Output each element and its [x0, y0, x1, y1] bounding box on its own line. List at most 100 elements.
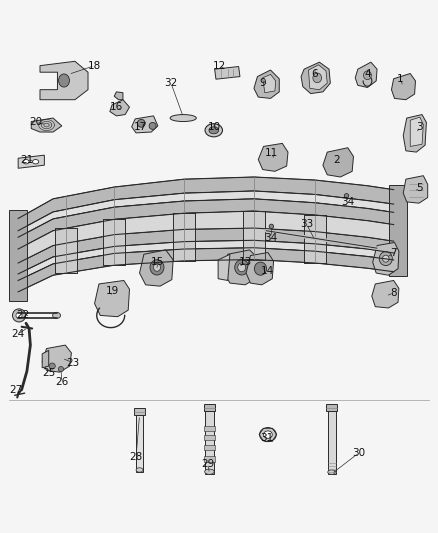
Polygon shape — [355, 62, 377, 87]
Text: 20: 20 — [29, 117, 42, 127]
Polygon shape — [204, 426, 215, 431]
Ellipse shape — [344, 193, 349, 198]
Ellipse shape — [269, 224, 274, 229]
Polygon shape — [136, 415, 143, 472]
Polygon shape — [323, 148, 353, 177]
Polygon shape — [18, 191, 394, 237]
Ellipse shape — [235, 260, 249, 275]
Text: 23: 23 — [66, 358, 79, 368]
Text: 34: 34 — [264, 233, 277, 243]
Ellipse shape — [138, 119, 145, 127]
Polygon shape — [18, 240, 394, 280]
Polygon shape — [95, 280, 130, 317]
Polygon shape — [31, 118, 62, 132]
Text: 8: 8 — [390, 288, 397, 298]
Text: 16: 16 — [110, 102, 123, 112]
Text: 13: 13 — [239, 257, 252, 267]
Text: 22: 22 — [16, 310, 29, 319]
Text: 10: 10 — [208, 122, 221, 132]
Ellipse shape — [170, 115, 196, 122]
Polygon shape — [204, 456, 215, 462]
Polygon shape — [40, 61, 88, 100]
Polygon shape — [134, 408, 145, 415]
Polygon shape — [204, 434, 215, 440]
Ellipse shape — [205, 124, 223, 137]
Polygon shape — [328, 411, 336, 474]
Polygon shape — [114, 92, 123, 100]
Text: 1: 1 — [397, 74, 403, 84]
Ellipse shape — [136, 468, 143, 472]
Ellipse shape — [153, 263, 160, 271]
Polygon shape — [42, 350, 49, 368]
Polygon shape — [373, 243, 399, 275]
Polygon shape — [132, 116, 158, 133]
Text: 33: 33 — [300, 219, 313, 229]
Circle shape — [12, 309, 25, 322]
Polygon shape — [304, 215, 326, 263]
Polygon shape — [326, 405, 337, 411]
Ellipse shape — [150, 260, 164, 275]
Text: 27: 27 — [9, 385, 23, 394]
Ellipse shape — [313, 73, 321, 83]
Text: 12: 12 — [212, 61, 226, 71]
Ellipse shape — [205, 469, 214, 474]
Text: 30: 30 — [352, 448, 365, 458]
Polygon shape — [254, 70, 279, 99]
Text: 26: 26 — [55, 377, 68, 387]
Circle shape — [49, 363, 55, 369]
Polygon shape — [392, 74, 416, 100]
Text: 28: 28 — [129, 453, 143, 462]
Text: 24: 24 — [11, 329, 25, 339]
Polygon shape — [205, 411, 214, 474]
Ellipse shape — [209, 127, 219, 134]
Polygon shape — [140, 250, 173, 286]
Text: 5: 5 — [417, 183, 423, 193]
Polygon shape — [308, 65, 327, 90]
Polygon shape — [18, 211, 394, 263]
Text: 25: 25 — [42, 368, 55, 378]
Text: 19: 19 — [106, 286, 119, 295]
Polygon shape — [243, 211, 265, 260]
Text: 4: 4 — [364, 69, 371, 79]
Ellipse shape — [149, 123, 156, 130]
Circle shape — [16, 312, 22, 318]
Polygon shape — [403, 115, 426, 152]
Text: 6: 6 — [312, 69, 318, 79]
Text: 3: 3 — [417, 122, 423, 132]
Polygon shape — [204, 445, 215, 450]
Polygon shape — [103, 220, 125, 265]
Text: 7: 7 — [390, 248, 397, 259]
Ellipse shape — [23, 159, 29, 164]
Polygon shape — [173, 213, 195, 261]
Polygon shape — [10, 210, 27, 301]
Ellipse shape — [238, 263, 246, 272]
Ellipse shape — [382, 255, 389, 262]
Ellipse shape — [379, 252, 392, 265]
Text: 31: 31 — [261, 433, 274, 442]
Polygon shape — [42, 345, 71, 372]
Polygon shape — [258, 143, 288, 171]
Polygon shape — [218, 254, 230, 280]
Ellipse shape — [254, 262, 267, 275]
Ellipse shape — [364, 71, 371, 79]
Polygon shape — [18, 155, 44, 168]
Polygon shape — [215, 67, 240, 79]
Text: 34: 34 — [341, 197, 354, 207]
Polygon shape — [204, 405, 215, 411]
Text: 9: 9 — [259, 78, 266, 88]
Ellipse shape — [328, 470, 336, 474]
Polygon shape — [18, 248, 394, 292]
Polygon shape — [18, 199, 394, 249]
Polygon shape — [110, 100, 130, 116]
Ellipse shape — [260, 427, 276, 441]
Ellipse shape — [59, 74, 70, 87]
Text: 15: 15 — [151, 257, 165, 267]
Polygon shape — [389, 185, 407, 276]
Polygon shape — [301, 62, 330, 94]
Polygon shape — [18, 228, 394, 274]
Polygon shape — [55, 228, 77, 273]
Text: 14: 14 — [261, 266, 274, 276]
Text: 2: 2 — [334, 155, 340, 165]
Text: 29: 29 — [201, 459, 215, 469]
Text: 32: 32 — [164, 78, 177, 88]
